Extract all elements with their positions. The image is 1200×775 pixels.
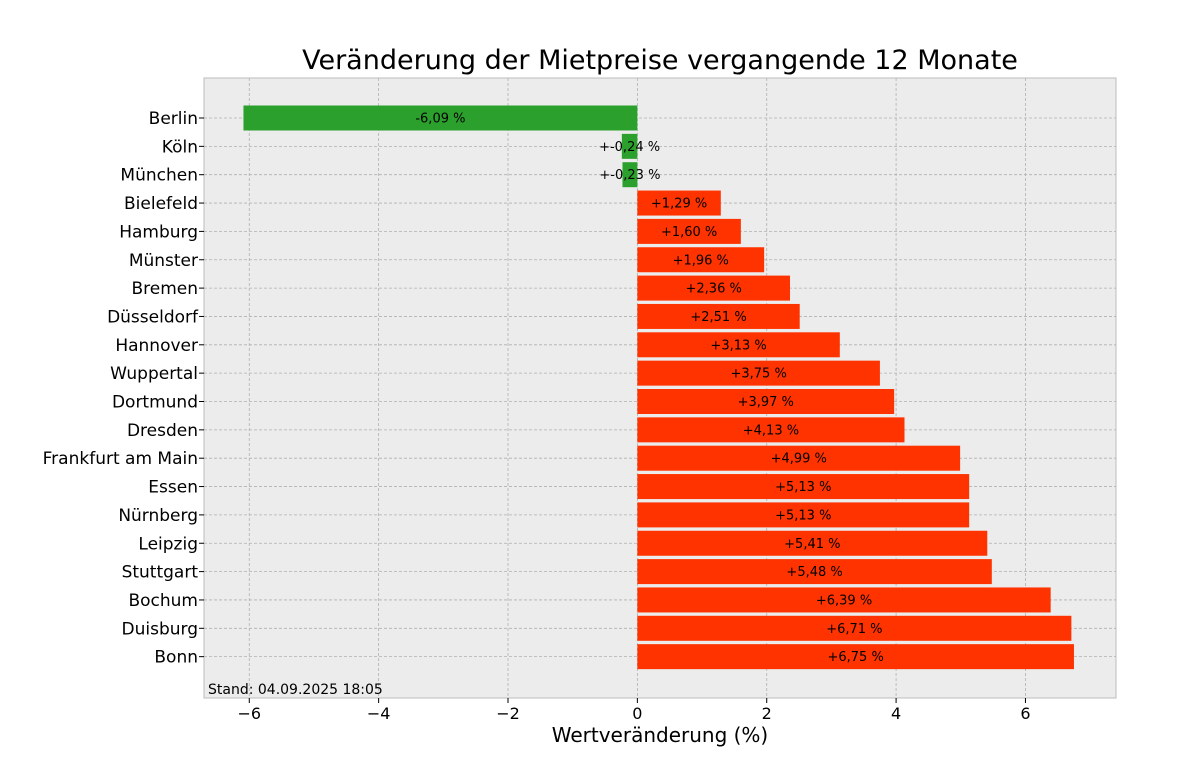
y-tick-label: Dortmund	[112, 393, 198, 413]
x-axis-label: Wertveränderung (%)	[552, 723, 769, 747]
bar-value-label: +5,41 %	[784, 537, 840, 552]
bar	[637, 587, 1051, 613]
y-tick-label: Frankfurt am Main	[43, 449, 198, 469]
bar-value-label: +5,48 %	[786, 565, 842, 580]
y-tick-label: Leipzig	[138, 534, 198, 554]
y-tick-label: Münster	[129, 251, 198, 271]
chart-title: Veränderung der Mietpreise vergangende 1…	[302, 45, 1018, 76]
bar-value-label: +6,71 %	[826, 622, 882, 637]
y-tick-label: Essen	[148, 478, 198, 498]
bar-value-label: +2,51 %	[690, 310, 746, 325]
bar-value-label: +2,36 %	[686, 282, 742, 297]
bar-value-label: +1,29 %	[651, 197, 707, 212]
bar-value-label: +1,60 %	[661, 225, 717, 240]
bar-value-label: +5,13 %	[775, 480, 831, 495]
bar	[637, 190, 721, 216]
y-tick-label: Duisburg	[122, 619, 199, 639]
x-tick-label: 2	[762, 704, 772, 723]
y-tick-label: Köln	[162, 137, 198, 157]
bar	[637, 644, 1074, 670]
x-axis: −6 −4 −2 0 2 4 6	[237, 698, 1031, 723]
y-tick-label: Dresden	[127, 421, 198, 441]
bar-value-label: +4,13 %	[743, 423, 799, 438]
bar-value-label: -6,09 %	[415, 112, 465, 127]
x-tick-label: 4	[891, 704, 901, 723]
y-tick-label: Berlin	[149, 109, 198, 129]
bar-value-label: +-0,24 %	[599, 140, 660, 155]
x-tick-label: 0	[632, 704, 642, 723]
bar-value-label: +3,75 %	[730, 367, 786, 382]
bar-value-label: +3,97 %	[738, 395, 794, 410]
timestamp-note: Stand: 04.09.2025 18:05	[208, 682, 383, 698]
bar-value-label: +6,75 %	[827, 650, 883, 665]
y-tick-label: Wuppertal	[110, 364, 198, 384]
bar	[637, 247, 765, 273]
bar-value-label: +5,13 %	[775, 508, 831, 523]
bar	[637, 332, 840, 358]
bar	[637, 445, 961, 471]
bar	[637, 303, 800, 329]
y-tick-label: Stuttgart	[122, 563, 199, 583]
y-tick-label: München	[120, 166, 198, 186]
y-axis: Berlin Köln München Bielefeld Hamburg Münster…	[43, 109, 204, 668]
bar	[243, 105, 638, 131]
bar	[621, 133, 638, 159]
bar	[637, 474, 970, 500]
bar	[637, 559, 992, 585]
y-tick-label: Nürnberg	[118, 506, 198, 526]
y-tick-label: Bielefeld	[124, 194, 198, 214]
x-tick-label: −2	[496, 704, 520, 723]
bars	[243, 105, 1074, 670]
y-tick-label: Hannover	[115, 336, 198, 356]
bar	[637, 218, 741, 244]
bar	[637, 615, 1072, 641]
bar	[637, 275, 791, 301]
y-tick-label: Hamburg	[119, 222, 198, 242]
data-labels: -6,09 % +-0,24 % +-0,23 % +1,29 % +1,60 % +1,…	[415, 112, 883, 666]
y-tick-label: Bonn	[154, 648, 198, 668]
bar-value-label: +4,99 %	[771, 452, 827, 467]
y-tick-label: Düsseldorf	[107, 307, 199, 327]
bar-value-label: +1,96 %	[673, 253, 729, 268]
bar	[637, 389, 895, 414]
bar-value-label: +6,39 %	[816, 593, 872, 608]
y-tick-label: Bremen	[131, 279, 198, 299]
bar	[637, 360, 880, 386]
bar-value-label: +-0,23 %	[599, 168, 660, 183]
x-tick-label: −6	[237, 704, 261, 723]
y-tick-label: Bochum	[128, 591, 198, 611]
x-tick-label: −4	[367, 704, 391, 723]
bar	[637, 530, 988, 556]
bar	[637, 417, 905, 443]
bar-value-label: +3,13 %	[710, 338, 766, 353]
bar	[622, 162, 638, 188]
bar	[637, 502, 970, 528]
x-tick-label: 6	[1020, 704, 1030, 723]
